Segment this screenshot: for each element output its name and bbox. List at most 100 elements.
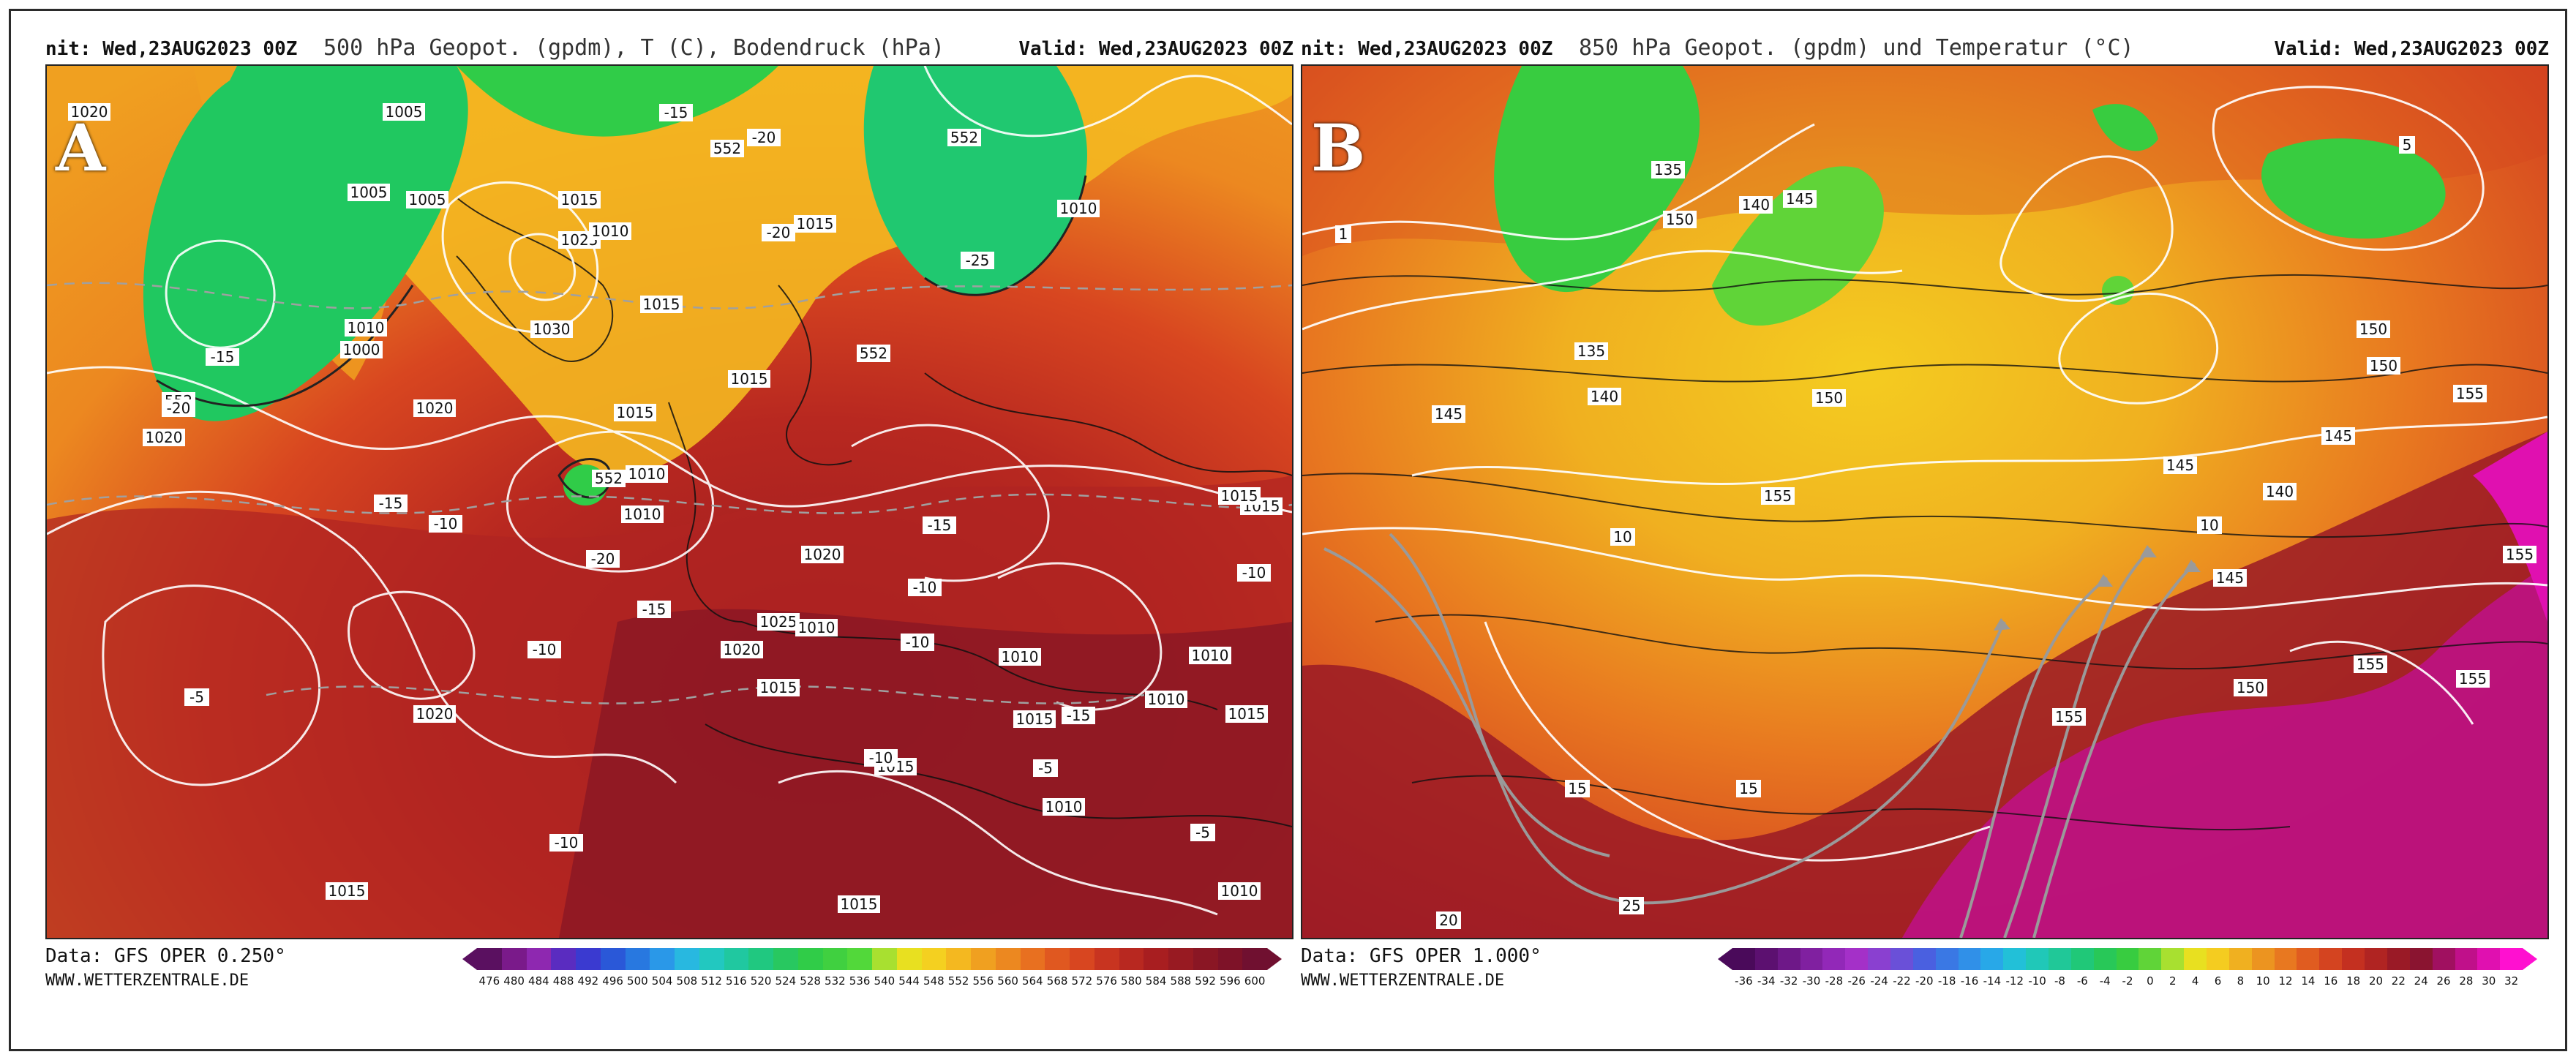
colorbar-segment: [2026, 948, 2049, 970]
isobar-label-box: [614, 404, 656, 421]
geopot-label-box: [2357, 320, 2390, 338]
temperature-label-box: [747, 129, 781, 146]
isobar-label-box: [838, 895, 880, 913]
isobar-label: 1010: [1192, 647, 1229, 664]
temperature-label: -10: [533, 641, 557, 658]
colorbar-tick-label: -36: [1735, 974, 1753, 988]
temperature-label: -15: [1067, 707, 1091, 724]
colorbar-tick-label: 520: [750, 974, 772, 988]
isobar-label-box: [1189, 647, 1231, 664]
colorbar-segment: [2207, 948, 2229, 970]
colorbar-tick-label: 532: [825, 974, 846, 988]
isobar-label-box: [530, 320, 573, 338]
isobar-label: 1010: [1148, 691, 1185, 708]
temperature-label-box: [762, 224, 795, 241]
isobar-label-box: [326, 882, 368, 900]
geopot-label: 135: [1654, 161, 1682, 178]
isobar-label: 1015: [617, 404, 654, 421]
colorbar-segment: [1777, 948, 1800, 970]
panel-a-footer: Data: GFS OPER 0.250° WWW.WETTERZENTRALE…: [45, 945, 1293, 1026]
geopot-label-box: [2453, 385, 2487, 402]
isobar-label-box: [68, 103, 110, 121]
isobar-label-box: [413, 705, 456, 723]
temperature-label-box: [184, 688, 209, 706]
geopot-label: 150: [1666, 211, 1694, 228]
panel-b-cold-greenland: [1494, 66, 1700, 293]
panel-a-map: 1020 1005 1005 1005 1015 1025 1010 1000 1010 1030…: [45, 64, 1293, 939]
geopot-label-box: [2263, 483, 2297, 500]
colorbar-tick-label: 536: [849, 974, 871, 988]
geopot-label-box: [2234, 679, 2267, 696]
colorbar-tick-label: 32: [2504, 974, 2519, 988]
temperature-label-box: [2399, 136, 2415, 154]
geopot-label-box: [2213, 569, 2247, 587]
colorbar-segment: [526, 948, 552, 970]
colorbar-segment: [2477, 948, 2501, 970]
colorbar-segment: [748, 948, 773, 970]
temperature-label: 25: [1622, 897, 1640, 914]
colorbar-segment: [2138, 948, 2162, 970]
temperature-label: 10: [1613, 528, 1631, 546]
colorbar-segment: [2161, 948, 2185, 970]
isobar-label: 1015: [841, 895, 878, 913]
colorbar-segment: [1020, 948, 1045, 970]
colorbar-tick-label: -30: [1802, 974, 1821, 988]
colorbar-tick-label: -18: [1937, 974, 1956, 988]
panel-a-colorbar-ticks: 476 480 484 488 492 496 500 504 508 512 516 520 524 5…: [477, 974, 1267, 988]
isobar-label-box: [728, 370, 770, 388]
temperature-label-box: [961, 252, 994, 269]
geopot-label: 150: [2237, 679, 2264, 696]
geopot-label-box: [1761, 487, 1795, 505]
colorbar-segment: [2274, 948, 2297, 970]
colorbar-segment: [576, 948, 601, 970]
temperature-label: -10: [906, 634, 930, 651]
colorbar-tick-label: -28: [1825, 974, 1844, 988]
temperature-label: -20: [767, 224, 791, 241]
colorbar-segment: [600, 948, 626, 970]
isobar-label: 1010: [624, 505, 661, 523]
geopot-label: 150: [1815, 389, 1843, 407]
colorbar-segment: [551, 948, 576, 970]
colorbar-tick-label: 544: [898, 974, 920, 988]
isobar-label-box: [589, 222, 631, 240]
colorbar-tick-label: 508: [676, 974, 698, 988]
temperature-label-box: [1190, 824, 1215, 841]
colorbar-tick-label: 600: [1244, 974, 1266, 988]
colorbar-segment: [2049, 948, 2071, 970]
isobar-label-box: [143, 429, 185, 446]
panel-b-init-time: nit: Wed,23AUG2023 00Z: [1301, 38, 1553, 60]
geopot-label-box: [2367, 357, 2400, 375]
geopot-label-box: [2354, 655, 2387, 673]
colorbar-segment: [2365, 948, 2387, 970]
geopot-label-box: [2321, 427, 2355, 445]
temperature-label: -15: [379, 495, 403, 512]
colorbar-segment: [2116, 948, 2139, 970]
temperature-label-box: [1237, 564, 1271, 582]
temperature-label: -5: [1195, 824, 1210, 841]
isobar-label: 1015: [760, 679, 797, 696]
colorbar-segment: [2342, 948, 2365, 970]
temperature-label: -20: [752, 129, 776, 146]
geopot-label-box: [1783, 190, 1817, 208]
temperature-label: 15: [1568, 780, 1586, 797]
isobar-label-box: [801, 546, 844, 563]
colorbar-tick-label: -10: [2028, 974, 2046, 988]
panel-a-header: nit: Wed,23AUG2023 00Z 500 hPa Geopot. (…: [45, 31, 1293, 64]
colorbar-tick-label: 564: [1022, 974, 1043, 988]
colorbar-segment: [1045, 948, 1070, 970]
colorbar-tick-label: 0: [2147, 974, 2154, 988]
geopot-label: 145: [1786, 190, 1814, 208]
colorbar-tick-label: 504: [651, 974, 673, 988]
isobar-label: 1010: [1045, 798, 1083, 816]
colorbar-tick-label: 26: [2436, 974, 2451, 988]
geopot-label: 150: [2359, 320, 2387, 338]
colorbar-segment: [822, 948, 848, 970]
isobar-label: 1020: [416, 705, 454, 723]
colorbar-tick-label: 6: [2214, 974, 2222, 988]
colorbar-tick-label: 580: [1121, 974, 1142, 988]
colorbar-segment: [1822, 948, 1846, 970]
colorbar-segment: [724, 948, 749, 970]
temperature-label-box: [527, 641, 561, 658]
geopot-label: 552: [860, 345, 887, 362]
temperature-label-box: [1033, 759, 1058, 777]
